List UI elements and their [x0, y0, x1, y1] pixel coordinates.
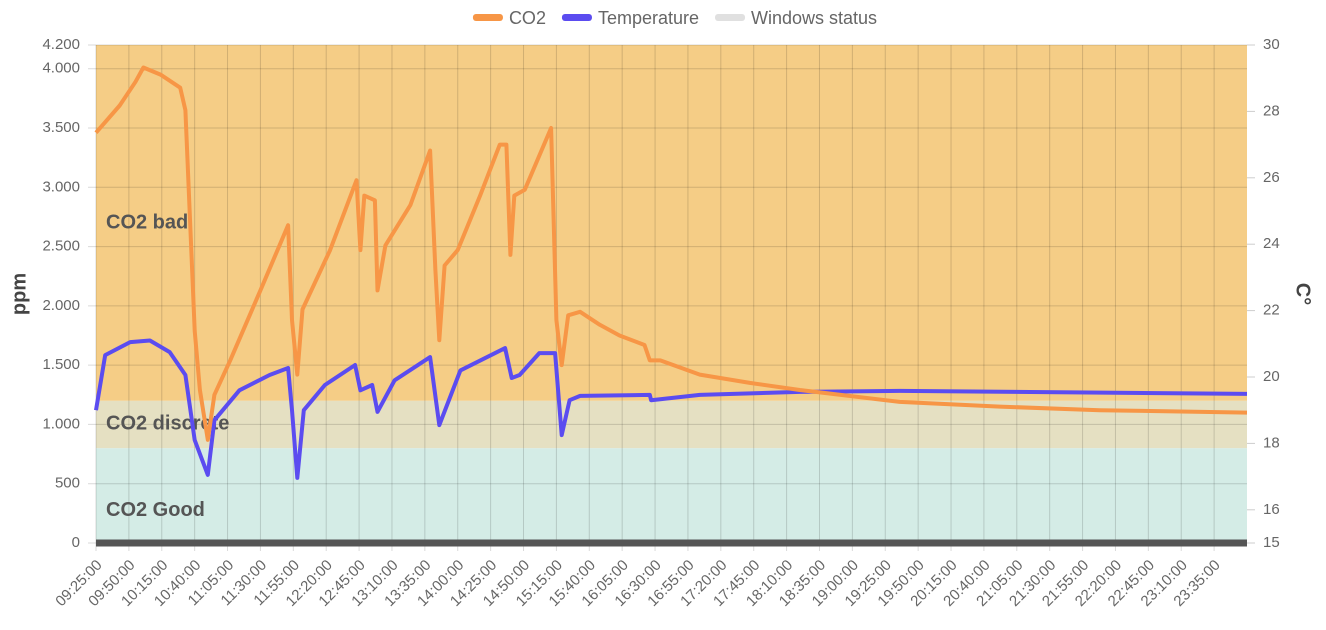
y-tick-label: 4.200	[42, 36, 80, 53]
y-axis-title: ppm	[8, 273, 30, 315]
legend: CO2 Temperature Windows status	[472, 8, 877, 28]
y2-tick-label: 26	[1263, 169, 1280, 186]
y2-tick-label: 24	[1263, 235, 1280, 252]
y-tick-label: 4.000	[42, 60, 80, 77]
legend-label: CO2	[509, 8, 546, 28]
legend-swatch	[472, 14, 503, 21]
series-line	[94, 338, 1248, 480]
y-tick-label: 3.500	[42, 119, 80, 136]
y2-axis-title: C°	[1292, 283, 1314, 305]
y2-tick-label: 22	[1263, 302, 1280, 319]
y-tick-label: 2.500	[42, 238, 80, 255]
series-line	[94, 65, 1248, 442]
y2-tick-label: 18	[1263, 434, 1280, 451]
y2-tick-label: 28	[1263, 102, 1280, 119]
band-label: CO2 bad	[106, 211, 188, 233]
y-tick-label: 500	[55, 475, 80, 492]
legend-label: Temperature	[598, 8, 699, 28]
legend-label: Windows status	[751, 8, 877, 28]
y2-tick-label: 30	[1263, 36, 1280, 53]
y-tick-label: 2.000	[42, 297, 80, 314]
y2-tick-label: 15	[1263, 534, 1280, 551]
band	[96, 45, 1247, 401]
y-tick-label: 3.000	[42, 178, 80, 195]
band-label: CO2 Good	[106, 499, 205, 521]
y-tick-label: 1.000	[42, 415, 80, 432]
band-label: CO2 discrete	[106, 413, 229, 435]
legend-swatch	[561, 14, 592, 21]
y-tick-label: 1.500	[42, 356, 80, 373]
y2-tick-label: 20	[1263, 368, 1280, 385]
y-tick-label: 0	[72, 534, 80, 551]
band	[96, 448, 1247, 543]
y2-tick-label: 16	[1263, 501, 1280, 518]
legend-swatch	[715, 14, 746, 21]
